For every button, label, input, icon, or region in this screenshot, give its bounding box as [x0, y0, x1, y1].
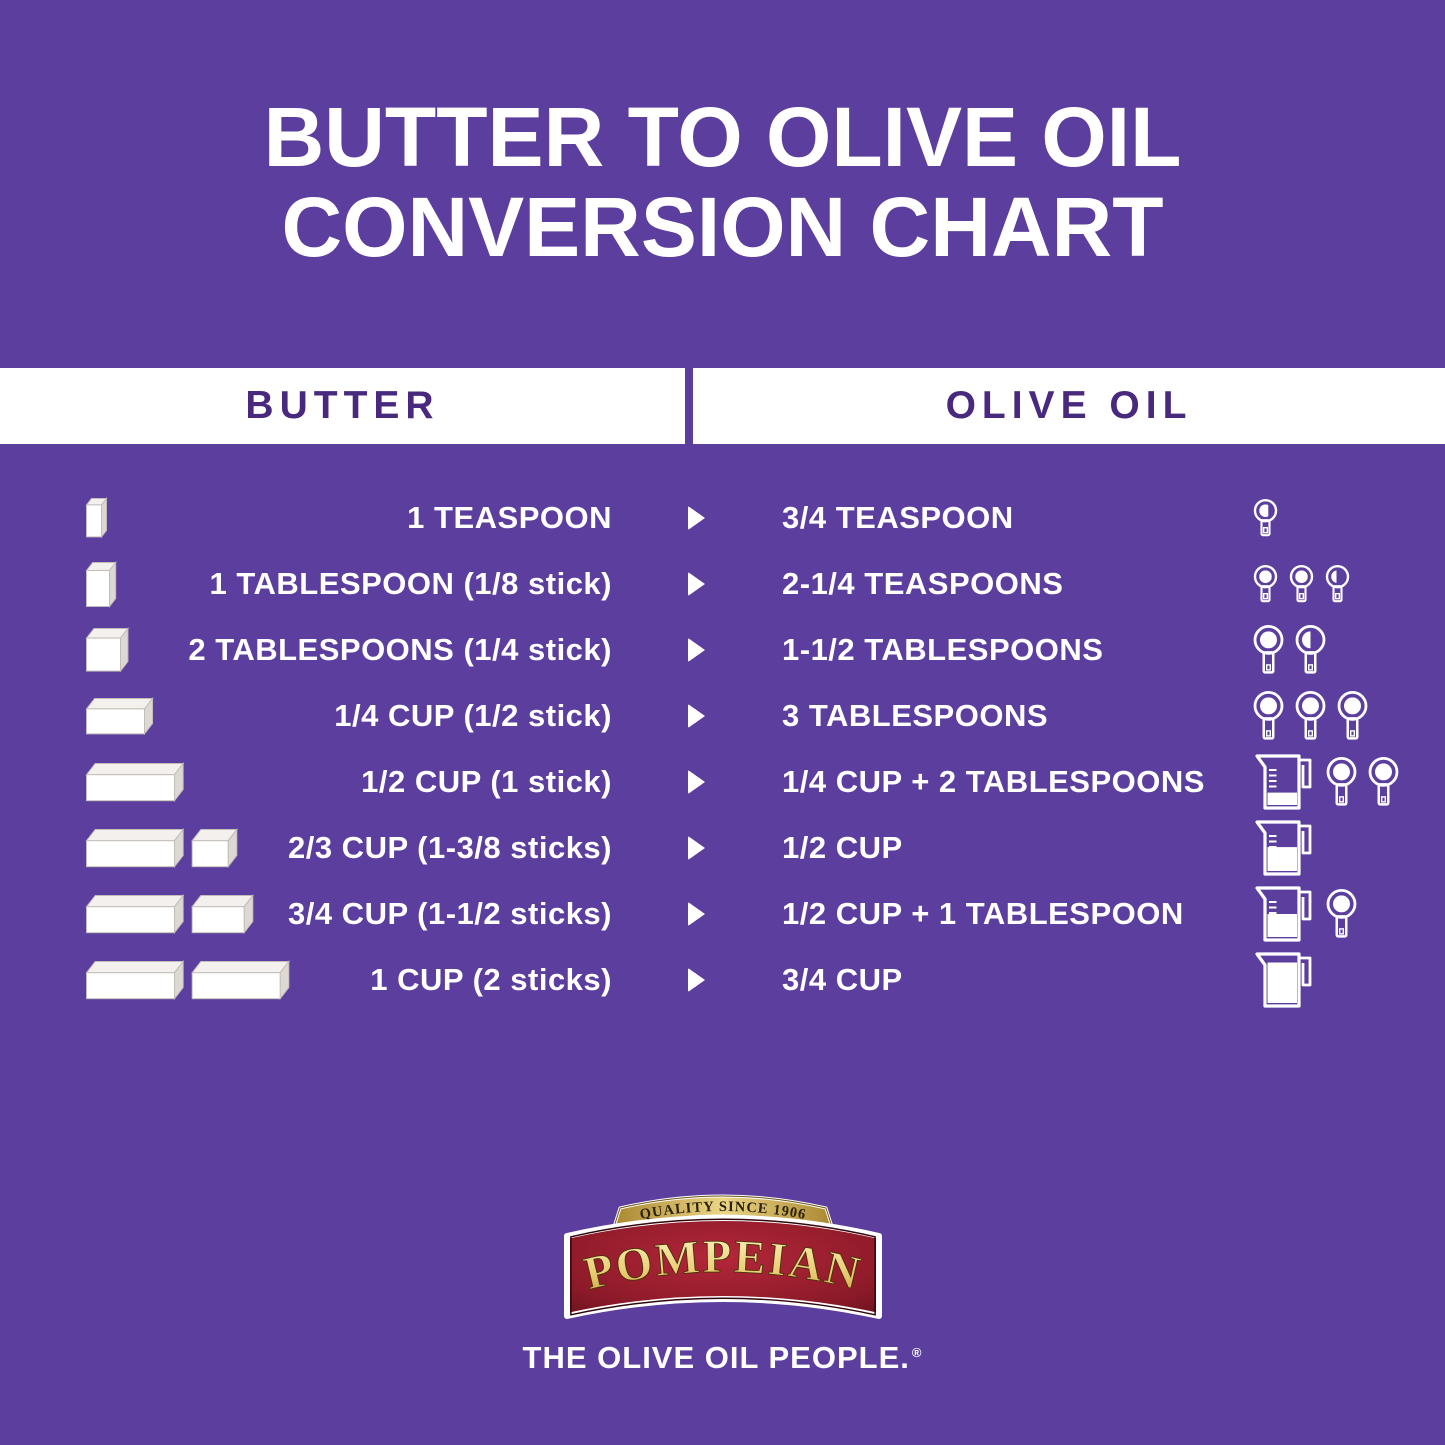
brand-tagline-text: THE OLIVE OIL PEOPLE.: [522, 1340, 910, 1375]
conversion-row: 1/2 CUP (1 stick) 1/4 CUP + 2 TABLESPOON…: [0, 749, 1445, 815]
butter-amount-icon: [85, 617, 317, 683]
conversion-row: 1 CUP (2 sticks) 3/4 CUP: [0, 947, 1445, 1013]
olive-oil-amount-label: 3/4 CUP: [782, 962, 903, 997]
butter-stick-icon: [85, 696, 154, 736]
arrow-right-icon: [688, 485, 718, 551]
arrow-right-icon: [688, 551, 718, 617]
page-title: BUTTER TO OLIVE OIL CONVERSION CHART: [0, 92, 1445, 272]
butter-stick-icon: [85, 959, 290, 1001]
column-header-butter-label: BUTTER: [245, 384, 440, 427]
arrow-right-icon: [688, 881, 718, 947]
measuring-spoon-icon: [1295, 625, 1326, 674]
butter-stick-icon: [85, 560, 117, 608]
arrow-right-icon: [688, 947, 718, 1013]
butter-amount-label: 2 TABLESPOONS (1/4 stick): [188, 632, 612, 667]
measuring-spoon-icon: [1253, 498, 1278, 537]
butter-amount-icon: [85, 815, 317, 881]
conversion-row: 2/3 CUP (1-3/8 sticks) 1/2 CUP: [0, 815, 1445, 881]
butter-amount-label: 1/2 CUP (1 stick): [361, 764, 612, 799]
butter-amount-label: 1 TABLESPOON (1/8 stick): [209, 566, 612, 601]
measuring-spoon-icon: [1337, 691, 1368, 740]
measuring-spoon-icon: [1253, 564, 1278, 603]
measuring-spoon-icon: [1289, 564, 1314, 603]
column-header-butter: BUTTER: [0, 368, 685, 444]
conversion-row: 1 TABLESPOON (1/8 stick) 2-1/4 TEASPOONS: [0, 551, 1445, 617]
olive-oil-amount-label: 1/4 CUP + 2 TABLESPOONS: [782, 764, 1205, 799]
measuring-spoon-icon: [1326, 889, 1357, 938]
olive-oil-measure-icons: [1252, 683, 1432, 749]
arrow-right-icon: [688, 815, 718, 881]
pompeian-logo: QUALITY SINCE 1906 POMPEIAN: [543, 1188, 903, 1340]
olive-oil-amount-label: 3/4 TEASPOON: [782, 500, 1014, 535]
measuring-spoon-icon: [1295, 691, 1326, 740]
conversion-row: 1/4 CUP (1/2 stick) 3 TABLESPOONS: [0, 683, 1445, 749]
measuring-cup-icon: [1255, 886, 1312, 942]
butter-amount-icon: [85, 881, 317, 947]
olive-oil-measure-icons: [1252, 551, 1432, 617]
title-line-2: CONVERSION CHART: [281, 180, 1164, 274]
measuring-spoon-icon: [1326, 757, 1357, 806]
title-line-1: BUTTER TO OLIVE OIL: [263, 90, 1182, 184]
olive-oil-amount-label: 3 TABLESPOONS: [782, 698, 1049, 733]
butter-amount-label: 1/4 CUP (1/2 stick): [334, 698, 612, 733]
olive-oil-amount-label: 1-1/2 TABLESPOONS: [782, 632, 1104, 667]
measuring-spoon-icon: [1253, 625, 1284, 674]
olive-oil-amount-label: 1/2 CUP + 1 TABLESPOON: [782, 896, 1184, 931]
butter-amount-label: 3/4 CUP (1-1/2 sticks): [287, 896, 612, 931]
olive-oil-measure-icons: [1252, 947, 1432, 1013]
conversion-row: 2 TABLESPOONS (1/4 stick) 1-1/2 TABLESPO…: [0, 617, 1445, 683]
butter-stick-icon: [85, 497, 108, 539]
butter-stick-icon: [85, 893, 254, 935]
olive-oil-measure-icons: [1252, 749, 1432, 815]
butter-amount-icon: [85, 947, 317, 1013]
registered-trademark-symbol: ®: [911, 1344, 923, 1360]
pompeian-logo-graphic: QUALITY SINCE 1906 POMPEIAN: [563, 1194, 882, 1319]
measuring-cup-icon: [1255, 952, 1312, 1008]
olive-oil-measure-icons: [1252, 881, 1432, 947]
butter-amount-label: 1 CUP (2 sticks): [370, 962, 612, 997]
measuring-spoon-icon: [1253, 691, 1284, 740]
butter-stick-icon: [85, 827, 238, 869]
arrow-right-icon: [688, 749, 718, 815]
olive-oil-measure-icons: [1252, 617, 1432, 683]
measuring-cup-icon: [1255, 820, 1312, 876]
conversion-row: 3/4 CUP (1-1/2 sticks) 1/2 CUP + 1 TABLE…: [0, 881, 1445, 947]
column-header-olive-oil: OLIVE OIL: [693, 368, 1445, 444]
butter-stick-icon: [85, 761, 185, 803]
conversion-row: 1 TEASPOON 3/4 TEASPOON: [0, 485, 1445, 551]
butter-stick-icon: [85, 627, 129, 673]
butter-amount-icon: [85, 485, 317, 551]
butter-amount-icon: [85, 749, 317, 815]
butter-amount-icon: [85, 551, 317, 617]
olive-oil-amount-label: 2-1/4 TEASPOONS: [782, 566, 1064, 601]
olive-oil-amount-label: 1/2 CUP: [782, 830, 903, 865]
butter-amount-label: 1 TEASPOON: [407, 500, 612, 535]
butter-amount-icon: [85, 683, 317, 749]
column-header-olive-oil-label: OLIVE OIL: [945, 384, 1193, 427]
brand-tagline: THE OLIVE OIL PEOPLE. ®: [0, 1340, 1445, 1376]
measuring-spoon-icon: [1325, 564, 1350, 603]
arrow-right-icon: [688, 617, 718, 683]
measuring-cup-icon: [1255, 754, 1312, 810]
olive-oil-measure-icons: [1252, 815, 1432, 881]
arrow-right-icon: [688, 683, 718, 749]
butter-amount-label: 2/3 CUP (1-3/8 sticks): [287, 830, 612, 865]
olive-oil-measure-icons: [1252, 485, 1432, 551]
measuring-spoon-icon: [1368, 757, 1399, 806]
